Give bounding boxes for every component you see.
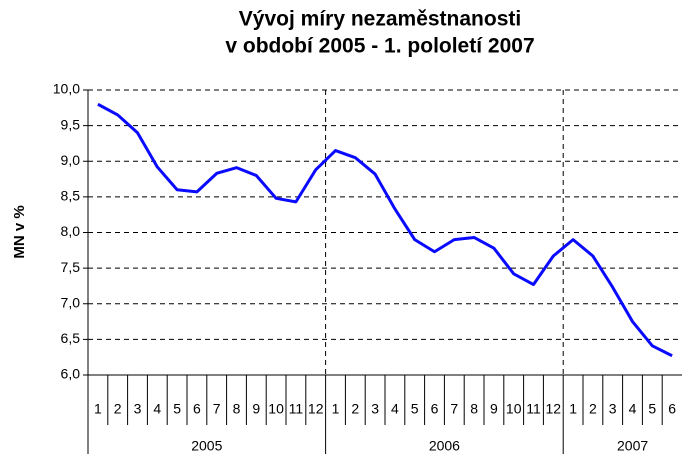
y-tick-label: 9,0 xyxy=(61,152,81,168)
year-label: 2005 xyxy=(191,438,222,454)
year-label: 2007 xyxy=(617,438,648,454)
x-tick-label: 6 xyxy=(431,401,439,417)
x-tick-label: 2 xyxy=(351,401,359,417)
x-tick-label: 2 xyxy=(589,401,597,417)
x-tick-label: 10 xyxy=(506,401,522,417)
y-tick-label: 9,5 xyxy=(61,116,81,132)
x-tick-label: 4 xyxy=(629,401,637,417)
y-tick-label: 8,0 xyxy=(61,223,81,239)
x-tick-label: 2 xyxy=(114,401,122,417)
x-tick-label: 7 xyxy=(213,401,221,417)
x-tick-label: 5 xyxy=(648,401,656,417)
x-tick-label: 6 xyxy=(193,401,201,417)
x-tick-label: 5 xyxy=(411,401,419,417)
x-tick-label: 8 xyxy=(470,401,478,417)
x-tick-label: 11 xyxy=(526,401,541,417)
y-tick-label: 6,0 xyxy=(61,366,81,382)
x-tick-label: 8 xyxy=(233,401,241,417)
x-tick-label: 3 xyxy=(609,401,617,417)
y-tick-label: 10,0 xyxy=(53,81,80,97)
x-tick-label: 3 xyxy=(371,401,379,417)
x-tick-label: 1 xyxy=(332,401,340,417)
x-tick-label: 12 xyxy=(546,401,562,417)
chart-title: Vývoj míry nezaměstnanosti xyxy=(239,8,521,31)
x-tick-label: 10 xyxy=(268,401,284,417)
x-tick-label: 6 xyxy=(668,401,676,417)
y-tick-label: 6,5 xyxy=(61,330,81,346)
x-tick-label: 4 xyxy=(391,401,399,417)
x-tick-label: 7 xyxy=(450,401,458,417)
x-tick-label: 4 xyxy=(153,401,161,417)
x-tick-label: 3 xyxy=(134,401,142,417)
x-tick-label: 11 xyxy=(289,401,304,417)
x-tick-label: 1 xyxy=(94,401,102,417)
year-label: 2006 xyxy=(429,438,460,454)
y-tick-label: 7,5 xyxy=(61,259,81,275)
y-axis-label: MN v % xyxy=(11,205,28,258)
x-tick-label: 1 xyxy=(569,401,577,417)
y-tick-label: 8,5 xyxy=(61,188,81,204)
x-tick-label: 9 xyxy=(490,401,498,417)
x-tick-label: 12 xyxy=(308,401,324,417)
data-line xyxy=(97,102,673,358)
x-tick-label: 9 xyxy=(252,401,260,417)
y-tick-label: 7,0 xyxy=(61,294,81,310)
x-tick-label: 5 xyxy=(173,401,181,417)
chart-title: v období 2005 - 1. pololetí 2007 xyxy=(225,35,534,58)
